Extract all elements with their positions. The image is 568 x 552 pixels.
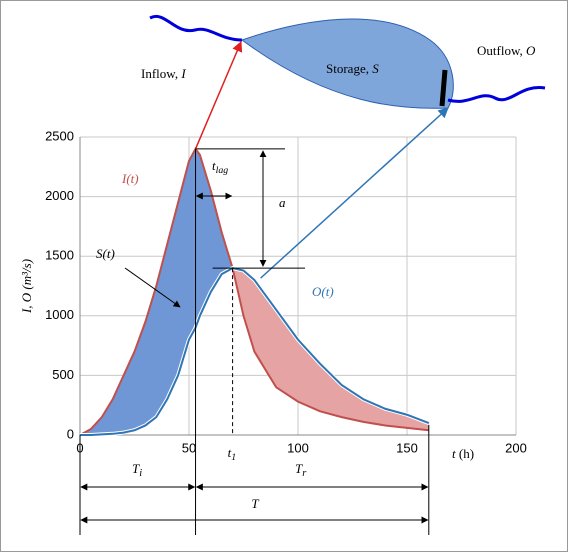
inflow-label: Inflow, I	[141, 66, 186, 81]
inflow-label-var: I	[180, 66, 186, 81]
x-tick-label: 50	[182, 440, 196, 455]
outflow-label-var: O	[526, 43, 536, 58]
tr-label-base: T	[295, 461, 303, 476]
pointer	[124, 267, 181, 308]
t-lag-label: tlag	[212, 158, 228, 176]
t1-label-sub: 1	[231, 452, 236, 463]
inflow-label-text: Inflow,	[141, 66, 181, 81]
outflow-label: Outflow, O	[477, 43, 536, 58]
grid: 05001000150020002500050100150200	[45, 128, 527, 455]
tr-label: Tr	[295, 461, 307, 479]
x-tick-label: 200	[505, 440, 527, 455]
series-line	[80, 267, 430, 436]
x-axis-title-var: t	[452, 446, 456, 461]
storage-label-text: Storage,	[326, 61, 372, 76]
outflow-arrow	[260, 107, 449, 279]
y-tick-label: 1000	[45, 307, 74, 322]
y-axis-title: I, O (m³/s)	[19, 259, 34, 314]
storage-label: Storage, S	[326, 61, 379, 76]
plot	[79, 147, 430, 437]
tr-label-sub: r	[302, 468, 307, 479]
ti-label-sub: i	[139, 468, 142, 479]
inflow-river	[149, 14, 243, 42]
a-label: a	[279, 195, 286, 210]
y-tick-label: 2500	[45, 128, 74, 143]
x-tick-label: 100	[287, 440, 309, 455]
storage-reservoir	[240, 18, 454, 109]
annotation: S(t)	[96, 246, 115, 261]
y-tick-label: 0	[67, 426, 74, 441]
x-tick-label: 150	[396, 440, 418, 455]
outlet	[439, 69, 448, 107]
t1-label-base: t	[228, 445, 232, 460]
x-axis-title: t (h)	[452, 446, 474, 461]
t-lag-label-base: t	[212, 158, 216, 173]
t1-label: t1	[228, 445, 237, 463]
t-lag-label-sub: lag	[216, 165, 229, 176]
x-axis-title-unit: (h)	[456, 446, 474, 461]
series-line	[79, 147, 429, 436]
series-label: I(t)	[121, 171, 139, 186]
outflow-river	[447, 86, 546, 103]
outflow-label-text: Outflow,	[477, 43, 526, 58]
storage-label-var: S	[372, 61, 379, 76]
y-tick-label: 500	[52, 367, 74, 382]
inflow-arrow	[194, 41, 243, 150]
ti-label-base: T	[132, 461, 140, 476]
ti-label: Ti	[132, 461, 142, 479]
t-label: T	[251, 496, 259, 511]
series-label: O(t)	[312, 284, 334, 299]
y-tick-label: 2000	[45, 188, 74, 203]
storage-fill	[80, 148, 233, 436]
y-tick-label: 1500	[45, 248, 74, 263]
